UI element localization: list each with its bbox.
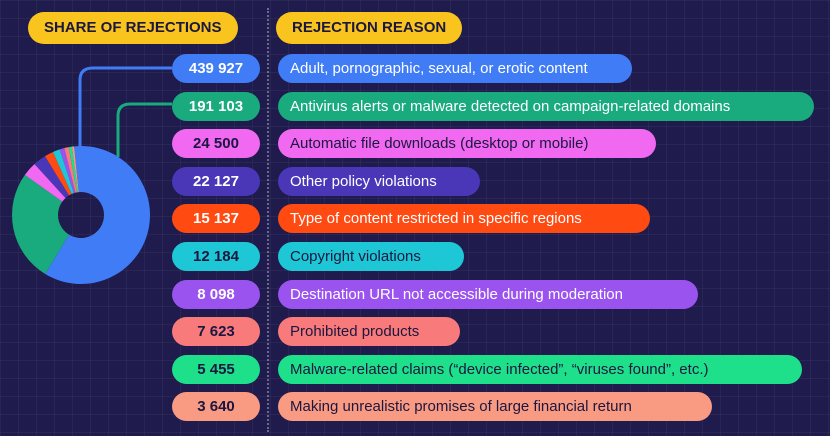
value-label-making-unrealistic-promises-of: 3 640	[172, 392, 260, 422]
value-label-other-policy-violations: 22 127	[172, 166, 260, 196]
reason-label-type-of-content-restricted: Type of content restricted in specific r…	[278, 204, 650, 234]
reason-label-destination-url-not-accessible: Destination URL not accessible during mo…	[278, 279, 698, 309]
header-share-of-rejections: SHARE OF REJECTIONS	[28, 12, 238, 44]
column-divider	[267, 8, 269, 432]
reason-label-copyright-violations: Copyright violations	[278, 242, 464, 271]
value-label-type-of-content-restricted: 15 137	[172, 204, 260, 234]
value-label-copyright-violations: 12 184	[172, 242, 260, 271]
pie-slice-other-policy-violations	[34, 156, 70, 199]
reason-label-automatic-file-downloads-desktop: Automatic file downloads (desktop or mob…	[278, 129, 656, 159]
connector-line-adult	[78, 66, 172, 150]
pie-slice-type-of-content-restricted	[45, 151, 72, 196]
pie-slice-copyright-violations	[52, 149, 74, 194]
reason-label-malware-related-claims-device: Malware-related claims (“device infected…	[278, 354, 802, 384]
pie-slice-automatic-file-downloads-desktop	[24, 164, 66, 202]
connector-line-antivirus	[116, 102, 172, 157]
pie-slice-prohibited-products	[64, 147, 77, 193]
header-rejection-reason: REJECTION REASON	[276, 12, 463, 44]
reason-label-making-unrealistic-promises-of: Making unrealistic promises of large fin…	[278, 392, 712, 422]
value-label-prohibited-products: 7 623	[172, 317, 260, 347]
value-label-antivirus-alerts-or-malware: 191 103	[172, 91, 260, 121]
reason-label-prohibited-products: Prohibited products	[278, 317, 460, 347]
donut-chart	[12, 66, 172, 284]
pie-slice-making-unrealistic-promises-of	[71, 146, 79, 193]
pie-slice-destination-url-not-accessible	[59, 148, 76, 194]
value-label-adult-pornographic-sexual-or: 439 927	[172, 54, 260, 83]
value-label-automatic-file-downloads-desktop: 24 500	[172, 129, 260, 159]
pie-slice-adult-pornographic-sexual-or	[45, 146, 151, 284]
value-label-destination-url-not-accessible: 8 098	[172, 279, 260, 309]
reason-label-other-policy-violations: Other policy violations	[278, 166, 480, 196]
value-label-malware-related-claims-device: 5 455	[172, 354, 260, 384]
reason-label-antivirus-alerts-or-malware: Antivirus alerts or malware detected on …	[278, 91, 814, 121]
pie-slice-malware-related-claims-device	[68, 146, 78, 193]
reason-label-adult-pornographic-sexual-or: Adult, pornographic, sexual, or erotic c…	[278, 54, 632, 83]
pie-slice-antivirus-alerts-or-malware	[12, 174, 70, 274]
